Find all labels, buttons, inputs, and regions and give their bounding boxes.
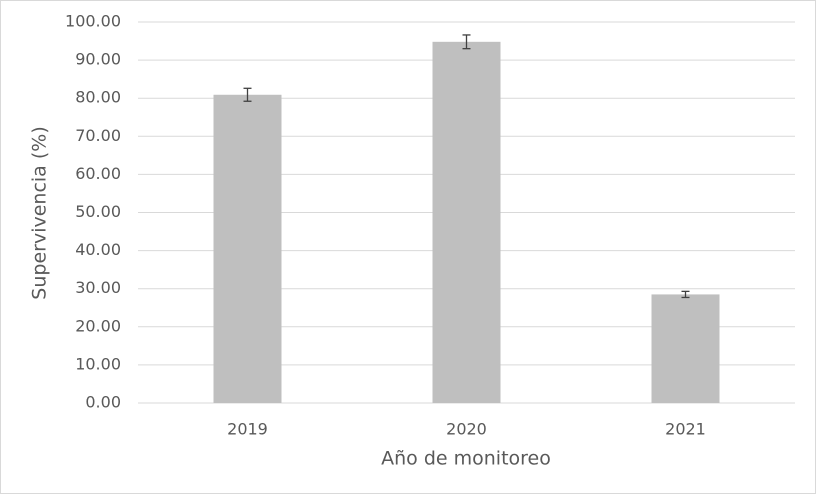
bar xyxy=(651,294,720,403)
y-axis-title: Supervivencia (%) xyxy=(29,126,51,299)
x-axis-title: Año de monitoreo xyxy=(381,448,551,470)
y-tick-label: 40.00 xyxy=(75,240,121,259)
bar xyxy=(432,41,501,403)
y-tick-label: 30.00 xyxy=(75,278,121,297)
x-tick-label: 2021 xyxy=(665,420,706,439)
bar xyxy=(213,94,282,403)
y-tick-label: 100.00 xyxy=(65,12,121,31)
y-tick-label: 20.00 xyxy=(75,316,121,335)
error-bar xyxy=(462,34,471,50)
y-tick-label: 60.00 xyxy=(75,164,121,183)
y-tick-label: 0.00 xyxy=(85,393,121,412)
x-tick-label: 2019 xyxy=(227,420,268,439)
error-bar xyxy=(681,290,690,299)
x-tick-label: 2020 xyxy=(446,420,487,439)
error-bar xyxy=(243,87,252,102)
y-tick-label: 90.00 xyxy=(75,50,121,69)
y-tick-label: 50.00 xyxy=(75,202,121,221)
y-tick-label: 10.00 xyxy=(75,354,121,373)
y-tick-label: 70.00 xyxy=(75,126,121,145)
y-tick-label: 80.00 xyxy=(75,88,121,107)
